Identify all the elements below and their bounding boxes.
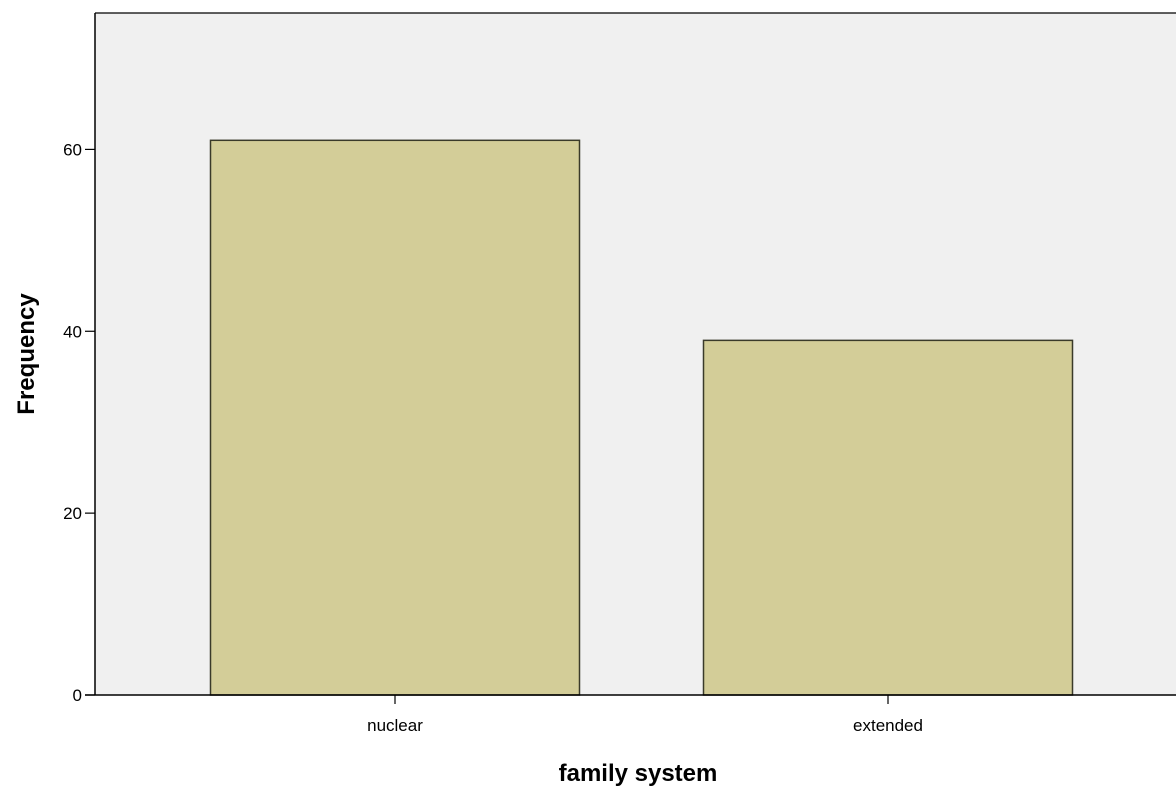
bars-layer xyxy=(209,139,1074,696)
y-axis-title: Frequency xyxy=(13,293,40,415)
y-tick-label: 60 xyxy=(63,140,82,159)
x-tick-label: nuclear xyxy=(367,716,423,735)
x-axis-title: family system xyxy=(559,760,718,787)
y-axis-ticks: 0 20 40 60 xyxy=(63,140,95,705)
axes-layer xyxy=(85,12,1176,696)
x-axis-ticks: nuclear extended xyxy=(367,695,923,735)
y-tick-label: 40 xyxy=(63,322,82,341)
bar-nuclear xyxy=(209,139,581,696)
y-tick-label: 0 xyxy=(73,686,82,705)
x-tick-label: extended xyxy=(853,716,923,735)
bar-extended xyxy=(702,339,1074,696)
y-tick-label: 20 xyxy=(63,504,82,523)
